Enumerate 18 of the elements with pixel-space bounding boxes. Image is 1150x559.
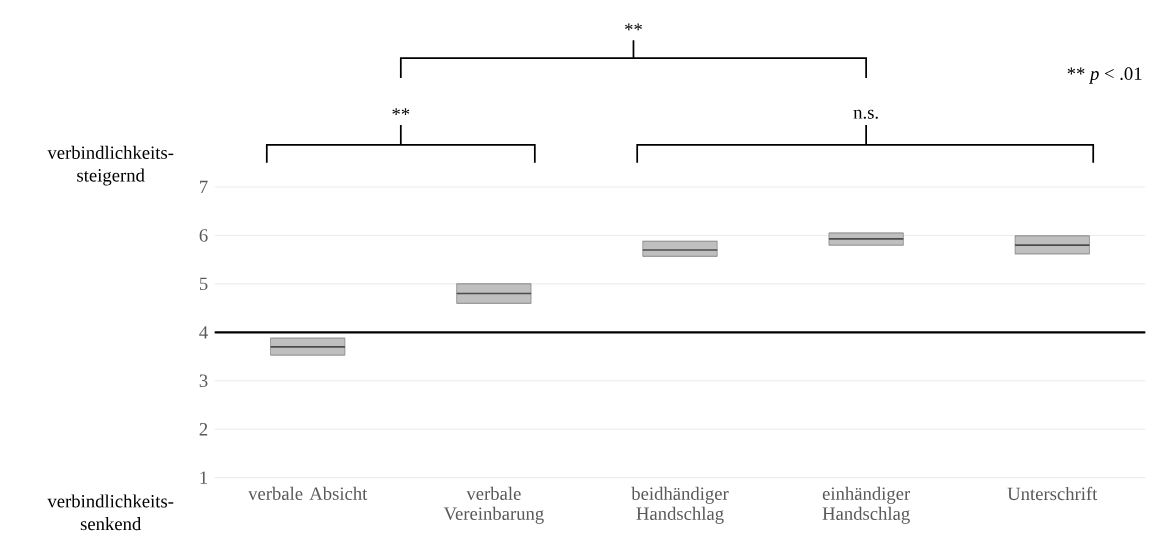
y-tick-label: 7 [200,180,208,194]
x-tick-label: Unterschrift [1007,486,1098,501]
text: n.s. [853,109,878,119]
y-tick-label: 6 [199,229,208,242]
text: ** [392,108,410,116]
x-tick-label: verbale Vereinbarung [443,486,544,524]
x-tick-label: verbale Absicht [248,486,368,500]
y-tick-label: 1 [200,471,208,484]
y-tick-label: 3 [199,374,208,388]
text: verbindlichkeits-steigernd [47,145,174,186]
y-tick-label: 5 [199,277,208,291]
y-tick-label: 2 [199,423,208,436]
x-tick-label: beidhändiger Handschlag [631,486,729,524]
y-tick-label: 4 [199,326,208,339]
text: ** p < .01 [1067,67,1142,84]
text: verbindlichkeits-senkend [47,494,174,531]
text: ** [625,23,642,31]
x-tick-label: einhändiger Handschlag [822,486,911,524]
